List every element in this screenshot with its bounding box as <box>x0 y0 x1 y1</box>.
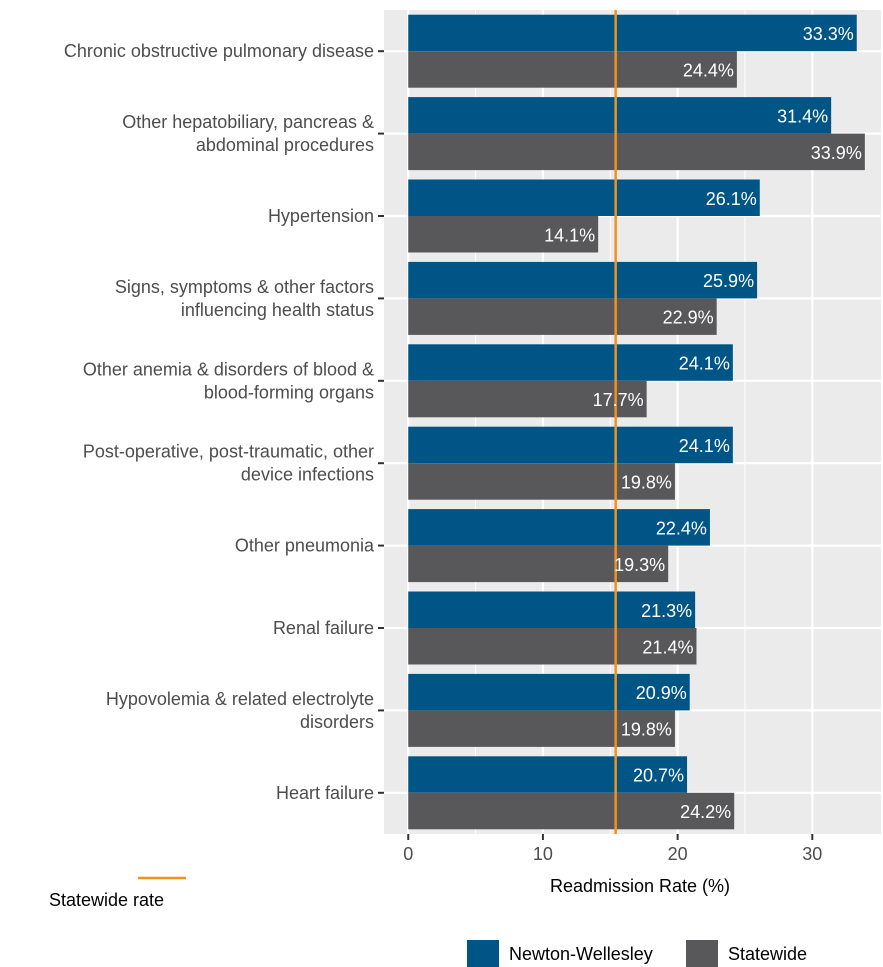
data-label: 31.4% <box>777 106 828 126</box>
bar-statewide <box>408 133 865 171</box>
data-label: 20.7% <box>633 766 684 786</box>
data-label: 22.9% <box>663 308 714 328</box>
data-label: 19.8% <box>621 720 672 740</box>
x-axis: 0 10 20 30 <box>403 834 822 864</box>
bar-statewide <box>408 628 697 665</box>
data-label: 24.2% <box>680 802 731 822</box>
legend-key-statewide <box>686 940 718 967</box>
data-label: 33.3% <box>803 24 854 44</box>
data-label: 33.9% <box>811 143 862 163</box>
bars <box>408 14 865 830</box>
x-tick-label: 30 <box>802 844 822 864</box>
series-legend: Newton-Wellesley Statewide <box>467 940 807 967</box>
data-label: 21.3% <box>641 601 692 621</box>
category-label: abdominal procedures <box>196 135 374 155</box>
data-label: 19.3% <box>614 555 665 575</box>
bar-newton-wellesley <box>408 591 696 628</box>
x-tick-label: 20 <box>668 844 688 864</box>
bar-statewide <box>408 51 737 88</box>
x-tick-label: 0 <box>403 844 413 864</box>
data-label: 25.9% <box>703 271 754 291</box>
category-label: Hypovolemia & related electrolyte <box>106 689 374 709</box>
category-label: Other pneumonia <box>235 536 375 556</box>
bar-newton-wellesley <box>408 97 832 134</box>
bar-newton-wellesley <box>408 344 733 381</box>
category-label: disorders <box>300 712 374 732</box>
bar-statewide <box>408 710 675 747</box>
category-label: device infections <box>241 465 374 485</box>
bar-newton-wellesley <box>408 426 733 464</box>
bar-statewide <box>408 298 717 335</box>
bar-newton-wellesley <box>408 509 710 546</box>
data-label: 24.1% <box>679 436 730 456</box>
bar-newton-wellesley <box>408 261 758 299</box>
category-label: Renal failure <box>273 618 374 638</box>
legend-label-statewide: Statewide <box>728 944 807 964</box>
data-label: 19.8% <box>621 472 672 492</box>
bar-statewide <box>408 545 669 583</box>
category-label: Chronic obstructive pulmonary disease <box>64 41 374 61</box>
bar-newton-wellesley <box>408 179 760 216</box>
bar-statewide <box>408 216 599 253</box>
x-axis-title: Readmission Rate (%) <box>550 876 730 896</box>
reference-line-legend-label: Statewide rate <box>49 890 164 910</box>
data-label: 14.1% <box>544 225 595 245</box>
category-label: Other hepatobiliary, pancreas & <box>122 112 374 132</box>
data-label: 17.7% <box>593 390 644 410</box>
bar-newton-wellesley <box>408 14 857 52</box>
data-label: 24.1% <box>679 354 730 374</box>
bar-statewide <box>408 792 735 830</box>
legend-key-newton-wellesley <box>467 940 499 967</box>
category-label: Hypertension <box>268 206 374 226</box>
data-label: 24.4% <box>683 60 734 80</box>
data-label: 26.1% <box>706 189 757 209</box>
bar-newton-wellesley <box>408 673 690 711</box>
reference-line-legend: Statewide rate <box>49 876 186 910</box>
category-label: blood-forming organs <box>204 382 374 402</box>
bar-newton-wellesley <box>408 756 688 793</box>
category-label: Heart failure <box>276 783 374 803</box>
category-label: influencing health status <box>181 300 374 320</box>
data-label: 20.9% <box>636 683 687 703</box>
data-labels: 33.3% 24.4% 31.4% 33.9% 26.1% 14.1% 25.9% 22.9%… <box>544 24 862 822</box>
category-label: Signs, symptoms & other factors <box>115 277 374 297</box>
data-label: 21.4% <box>642 637 693 657</box>
x-tick-label: 10 <box>533 844 553 864</box>
category-axis: Chronic obstructive pulmonary disease Oth… <box>64 41 384 803</box>
legend-label-newton-wellesley: Newton-Wellesley <box>509 944 653 964</box>
category-label: Post-operative, post-traumatic, other <box>83 442 374 462</box>
category-label: Other anemia & disorders of blood & <box>83 359 374 379</box>
bar-statewide <box>408 380 647 418</box>
data-label: 22.4% <box>656 518 707 538</box>
bar-statewide <box>408 463 675 500</box>
